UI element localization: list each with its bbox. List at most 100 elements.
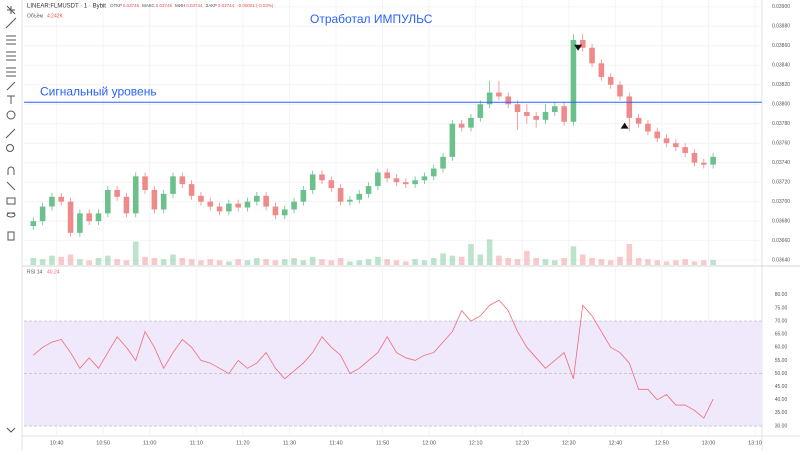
symbol: LINEAR:FLMUSDT · 1 · Bybit [27, 4, 106, 10]
volume-bar [160, 259, 167, 265]
volume-bar [30, 258, 37, 265]
candle-body [291, 201, 297, 210]
volume-bar [393, 260, 400, 265]
rsi-tick-label: 45.00 [775, 384, 788, 390]
volume-bar [691, 261, 698, 265]
volume-bar [188, 259, 195, 265]
volume-bar [449, 255, 456, 265]
y-tick-label: 0.03900 [772, 4, 790, 10]
candle-body [337, 188, 344, 202]
y-tick-label: 0.03820 [772, 82, 790, 88]
toolbar-icons[interactable] [5, 5, 17, 433]
volume-bar [328, 260, 335, 265]
volume-label: Объём [27, 13, 43, 19]
ohlc-value: 0.03745 [123, 3, 140, 8]
volume-value: 4.242K [47, 13, 64, 19]
candle-body [412, 180, 418, 185]
candle-body [375, 172, 381, 187]
y-tick-label: 0.03760 [772, 141, 790, 147]
x-tick-label: 11:00 [143, 440, 156, 446]
candle-body [235, 203, 241, 208]
candle-body [421, 176, 428, 181]
volume-bar [626, 244, 633, 265]
signal-marker [574, 44, 583, 51]
candle-body [216, 206, 223, 212]
ohlc-value: 0.03744 [218, 3, 235, 8]
candle-body [151, 189, 158, 210]
volume-bar [365, 259, 372, 265]
candle-body [49, 196, 55, 207]
volume-bar [123, 260, 130, 265]
x-tick-label: 12:40 [608, 440, 622, 446]
volume-bar [375, 256, 381, 265]
x-tick-label: 10:50 [96, 440, 110, 446]
candle-body [579, 39, 586, 48]
ohlc-change: -0.00001 (-0.03%) [237, 3, 274, 8]
volume-bar [291, 258, 297, 265]
volume-bar [635, 258, 642, 265]
volume-bar [654, 260, 661, 265]
volume-bar [151, 258, 158, 265]
volume-bar [309, 256, 316, 265]
volume-bar [356, 260, 363, 265]
candle-body [198, 195, 204, 202]
y-tick-label: 0.03700 [772, 199, 790, 205]
volume-bar [142, 256, 148, 265]
volume-bar [430, 258, 437, 265]
ohlc-key: ОТКР [110, 3, 122, 8]
volume-bar [682, 259, 688, 265]
ohlc-key: МИН [175, 3, 185, 8]
candle-body [300, 189, 307, 202]
volume-bar [598, 259, 605, 265]
candle-body [514, 104, 521, 113]
candle-body [589, 47, 595, 64]
y-tick-label: 0.03640 [772, 257, 790, 263]
candle-body [607, 76, 614, 85]
volume-bar [421, 260, 428, 265]
volume-bar [58, 256, 65, 265]
candle-body [207, 201, 214, 207]
rsi-tick-label: 40.00 [775, 397, 788, 403]
candle-body [440, 156, 446, 169]
volume-bar [272, 260, 279, 265]
volume-bar [77, 259, 83, 265]
candle-body [533, 115, 539, 120]
plot: Сигнальный уровень [24, 34, 762, 419]
x-tick-label: 12:10 [469, 440, 483, 446]
candle-body [328, 180, 335, 189]
volume-bar [552, 260, 558, 265]
rsi-tick-label: 50.00 [775, 371, 788, 377]
volume-bar [524, 251, 530, 265]
candle-body [58, 196, 65, 202]
candle-body [39, 206, 46, 222]
candle-body [403, 182, 409, 185]
volume-bar [673, 260, 679, 265]
rsi-value: 40.24 [47, 269, 60, 275]
volume-bar [542, 259, 549, 265]
y-tick-label: 0.03720 [772, 180, 790, 186]
volume-bar [440, 253, 446, 265]
volume-bar [486, 239, 493, 265]
volume-bar [607, 260, 614, 265]
x-tick-label: 12:30 [562, 440, 576, 446]
volume-bar [458, 256, 465, 265]
rsi-tick-label: 30.00 [775, 423, 788, 429]
candle-body [468, 117, 474, 128]
candle-body [393, 178, 400, 183]
x-tick-label: 13:00 [702, 440, 716, 446]
volume-bar [235, 259, 241, 265]
candle-body [645, 123, 651, 132]
candle-body [617, 84, 623, 97]
candle-body [244, 201, 251, 208]
candle-body [710, 156, 716, 165]
candle-body [30, 221, 37, 227]
candle-body [114, 189, 120, 197]
ohlc-key: ЗАКР [206, 3, 217, 8]
volume-bar [701, 260, 707, 265]
candle-body [477, 104, 484, 118]
volume-bar [337, 258, 344, 265]
candle-body [524, 112, 530, 116]
volume-bar [105, 255, 111, 265]
volume-bar [114, 259, 120, 265]
